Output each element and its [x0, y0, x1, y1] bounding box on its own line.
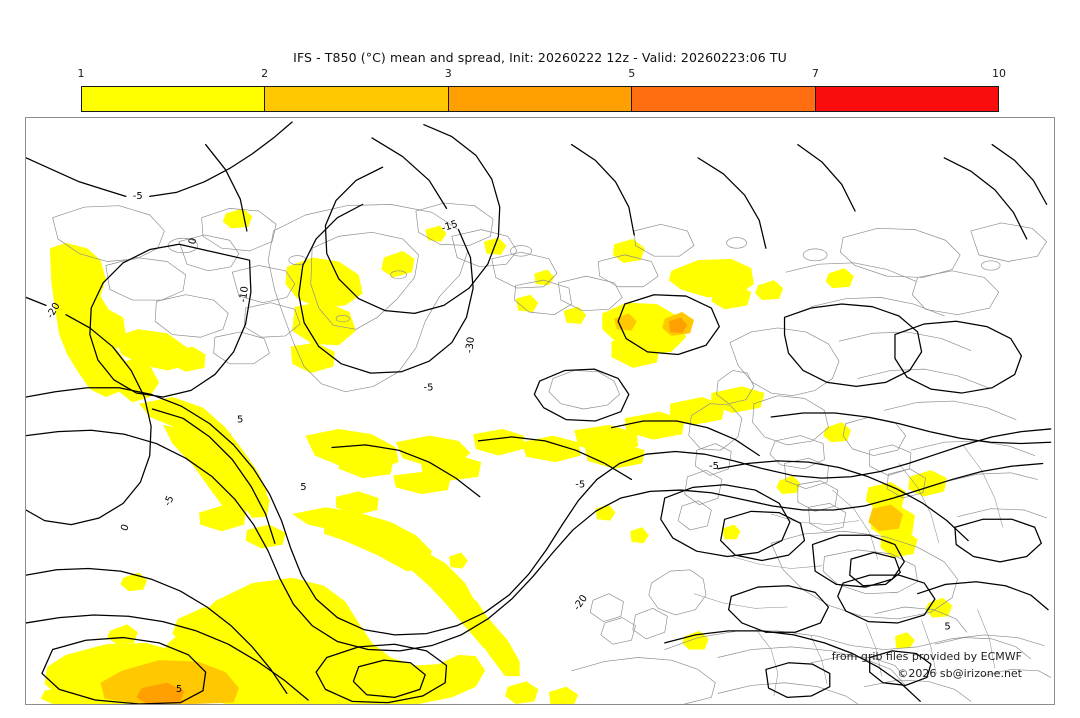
- contour-layer: [26, 121, 1052, 704]
- contour-label: -10: [238, 286, 251, 304]
- contour-label: 0: [187, 237, 199, 245]
- contour-label: -30: [464, 336, 477, 353]
- map-canvas: -5 0 -15 -10 -20 -30 -5 -5 5 5 0 5 -20 -…: [26, 118, 1054, 704]
- contour-label: -5: [162, 494, 176, 508]
- colorbar-tick-10: 10: [992, 67, 1006, 80]
- spread-shading-layer: [40, 208, 953, 704]
- contour-label: -5: [575, 479, 585, 490]
- colorbar-segment-1-2: [82, 87, 266, 111]
- colorbar-tick-labels: 1 2 3 5 7 10: [77, 67, 1007, 83]
- colorbar: 1 2 3 5 7 10: [78, 67, 1006, 112]
- coastline-layer: [52, 202, 1052, 704]
- contour-label: 5: [176, 684, 182, 695]
- contour-label: -15: [440, 219, 459, 234]
- contour-label: 5: [237, 414, 243, 425]
- colorbar-tick-3: 3: [444, 67, 452, 80]
- map-panel: -5 0 -15 -10 -20 -30 -5 -5 5 5 0 5 -20 -…: [25, 117, 1055, 705]
- contour-label: 5: [300, 482, 306, 493]
- contour-label: -5: [424, 382, 434, 393]
- contour-label: 0: [119, 523, 132, 533]
- contour-label: 5: [944, 622, 950, 633]
- colorbar-tick-1: 1: [77, 67, 85, 80]
- colorbar-tick-2: 2: [261, 67, 269, 80]
- contour-label: -5: [709, 461, 719, 472]
- colorbar-segment-5-7: [632, 87, 816, 111]
- colorbar-segment-3-5: [448, 87, 633, 111]
- colorbar-tick-5: 5: [628, 67, 636, 80]
- spread-shading-level3: [136, 317, 688, 704]
- page-title: IFS - T850 (°C) mean and spread, Init: 2…: [293, 50, 787, 65]
- contour-label: -5: [133, 191, 143, 202]
- colorbar-gradient-bar: [81, 86, 999, 112]
- colorbar-segment-7-10: [815, 87, 999, 111]
- colorbar-tick-7: 7: [811, 67, 819, 80]
- colorbar-segment-2-3: [265, 87, 449, 111]
